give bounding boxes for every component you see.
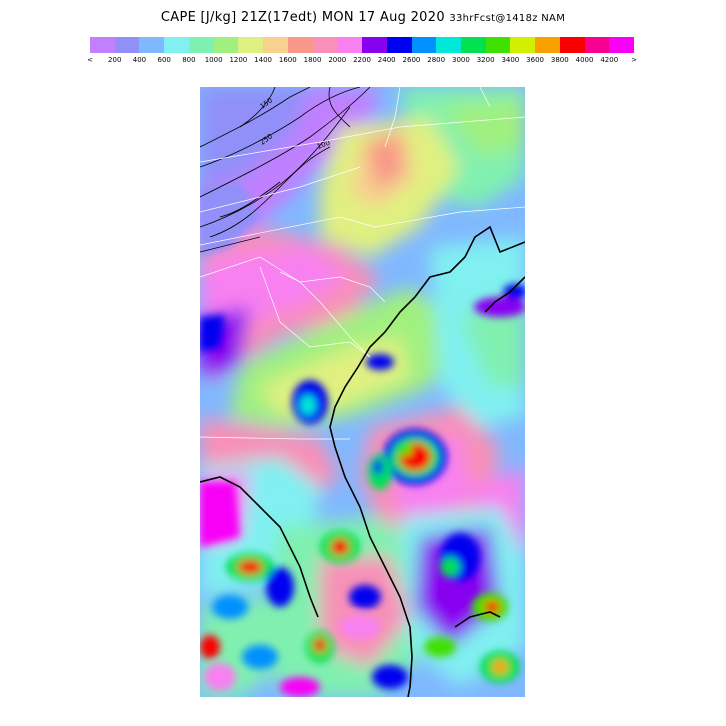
colorbar-swatch xyxy=(559,37,585,53)
colorbar-label: 3400 xyxy=(501,56,520,64)
map-canvas: 150 250 100 xyxy=(200,87,525,697)
coastline xyxy=(200,225,525,697)
colorbar-label: 4000 xyxy=(575,56,594,64)
colorbar-swatch xyxy=(436,37,462,53)
colorbar-label: 200 xyxy=(108,56,122,64)
colorbar-swatch xyxy=(485,37,511,53)
colorbar xyxy=(90,37,635,53)
state-borders xyxy=(200,87,525,440)
colorbar-label: 800 xyxy=(182,56,196,64)
colorbar-labels: < > 200 400 600 800 1000 1200 1400 1600 1800 2000… xyxy=(87,56,637,66)
cape-map: 150 250 100 xyxy=(200,87,525,697)
colorbar-swatch xyxy=(461,37,486,53)
colorbar-label: 2000 xyxy=(328,56,347,64)
colorbar-over-symbol: > xyxy=(631,56,637,64)
chart-title: CAPE [J/kg] 21Z(17edt) MON 17 Aug 2020 3… xyxy=(0,10,726,25)
colorbar-label: 1400 xyxy=(254,56,272,64)
colorbar-swatch xyxy=(164,37,189,53)
cape-contour-lines xyxy=(200,87,371,253)
colorbar-swatch xyxy=(411,37,437,53)
colorbar-label: 3200 xyxy=(476,56,495,64)
colorbar-swatch xyxy=(337,37,363,53)
colorbar-label: 2400 xyxy=(377,56,396,64)
colorbar-swatch xyxy=(139,37,165,53)
colorbar-swatch xyxy=(535,37,560,53)
colorbar-label: 3000 xyxy=(451,56,470,64)
colorbar-label: 3600 xyxy=(526,56,544,64)
title-forecast: 33hrFcst@1418z NAM xyxy=(449,13,566,24)
colorbar-swatch xyxy=(609,37,635,53)
colorbar-label: 400 xyxy=(132,56,147,64)
colorbar-label: 2600 xyxy=(402,56,421,64)
colorbar-swatch xyxy=(238,37,264,53)
colorbar-under-symbol: < xyxy=(87,56,93,64)
colorbar-label: 1200 xyxy=(229,56,248,64)
colorbar-swatch xyxy=(362,37,387,53)
colorbar-label: 1800 xyxy=(303,56,322,64)
colorbar-swatch xyxy=(213,37,239,53)
colorbar-swatch xyxy=(510,37,536,53)
colorbar-swatch xyxy=(263,37,288,53)
colorbar-swatch xyxy=(114,37,140,53)
colorbar-swatch xyxy=(287,37,313,53)
colorbar-swatch xyxy=(312,37,338,53)
colorbar-label: 600 xyxy=(157,56,171,64)
colorbar-swatch xyxy=(386,37,412,53)
cape-field-detail xyxy=(200,182,525,697)
colorbar-swatch xyxy=(584,37,610,53)
colorbar-swatch xyxy=(188,37,214,53)
colorbar-label: 2200 xyxy=(353,56,371,64)
colorbar-label: 1000 xyxy=(204,56,223,64)
colorbar-label: 3800 xyxy=(550,56,569,64)
colorbar-label: 4200 xyxy=(600,56,619,64)
colorbar-swatch xyxy=(90,37,115,53)
colorbar-label: 1600 xyxy=(278,56,297,64)
colorbar-label: 2800 xyxy=(427,56,446,64)
title-main: CAPE [J/kg] 21Z(17edt) MON 17 Aug 2020 xyxy=(160,10,445,25)
